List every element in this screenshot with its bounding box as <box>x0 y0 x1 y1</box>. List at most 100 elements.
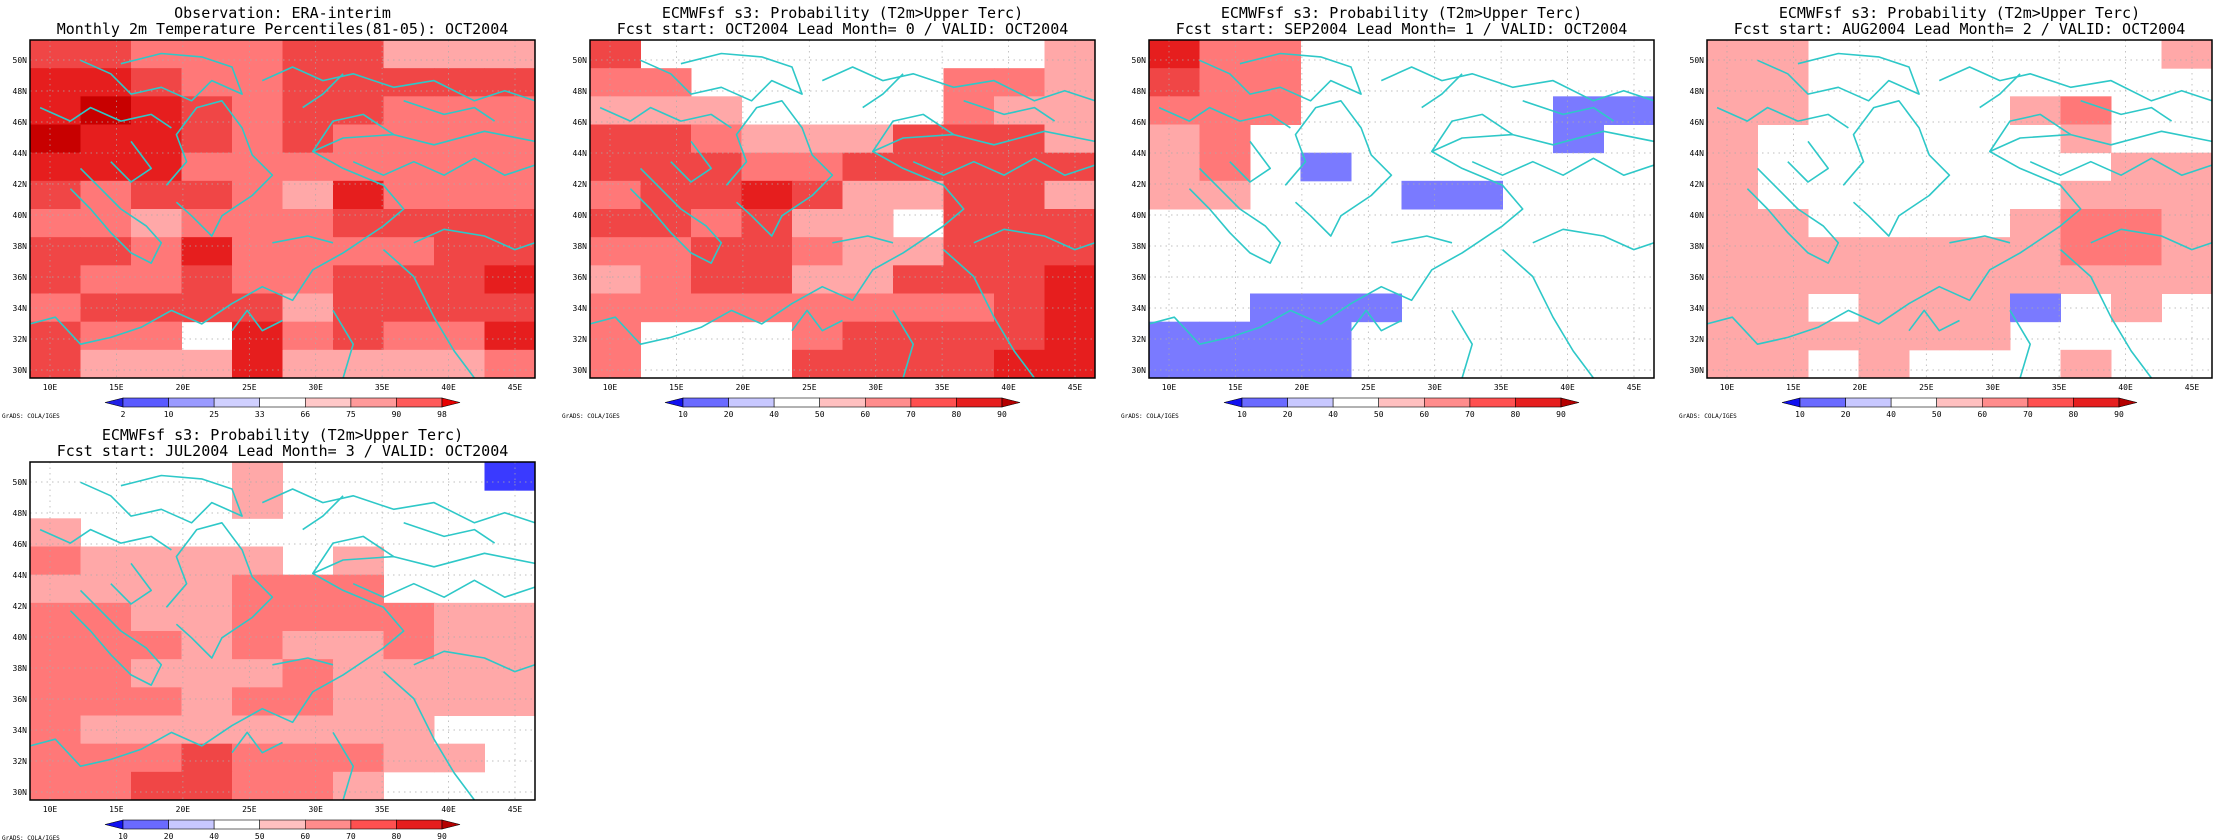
grid-cell <box>1044 349 1096 379</box>
latitude-label: 38N <box>13 242 28 251</box>
grid-cell <box>2060 265 2112 294</box>
coastline <box>413 650 536 673</box>
grid-cell <box>232 574 283 604</box>
grid-cell <box>383 687 435 716</box>
colorbar-tick-label: 70 <box>1465 410 1475 419</box>
latitude-label: 44N <box>13 149 28 158</box>
colorbar-tick-label: 80 <box>952 410 962 419</box>
grid-cell <box>1401 180 1453 210</box>
colorbar-tick-label: 50 <box>815 410 825 419</box>
latitude-label: 30N <box>13 788 28 797</box>
latitude-label: 42N <box>1132 180 1147 189</box>
coastline <box>403 100 496 122</box>
grid-cell <box>282 209 334 238</box>
coastline <box>1908 309 1960 332</box>
colorbar-segment <box>396 397 443 408</box>
grid-cell <box>383 743 435 773</box>
grid-cell <box>181 349 233 379</box>
grid-cell <box>842 321 894 351</box>
shaded-cells <box>1707 40 2213 379</box>
grid-cell <box>893 265 944 294</box>
longitude-label: 35E <box>1494 383 1509 392</box>
grid-cell <box>282 152 334 182</box>
colorbar-segment <box>910 397 957 408</box>
grid-cell <box>994 237 1045 266</box>
grid-cell <box>943 96 995 125</box>
grid-cell <box>640 293 692 323</box>
grid-cell <box>30 68 81 97</box>
longitude-label: 35E <box>935 383 950 392</box>
grid-cell <box>434 124 485 154</box>
grid-cell <box>792 349 843 379</box>
grid-cell <box>590 124 641 154</box>
grid-cell <box>30 96 81 125</box>
grid-cell <box>640 68 692 97</box>
grid-cell <box>131 180 182 210</box>
latitude-label: 42N <box>13 602 28 611</box>
coastlines <box>589 52 1096 379</box>
grid-cell <box>893 321 944 351</box>
grid-cell <box>893 349 944 379</box>
grid-cell <box>1757 237 1809 266</box>
grid-cell <box>30 518 81 547</box>
colorbar-segment <box>168 819 215 830</box>
coastline <box>39 528 172 551</box>
grid-cell <box>282 40 334 69</box>
grid-cell <box>80 237 132 266</box>
coastline <box>413 228 536 251</box>
grid-cell <box>1149 180 1200 210</box>
grid-cell <box>943 349 995 379</box>
grid-cell <box>2010 265 2061 294</box>
panel-title-line1: ECMWFsf s3: Probability (T2m>Upper Terc) <box>1779 4 2140 22</box>
grid-cell <box>1199 68 1251 97</box>
coastline <box>165 100 274 237</box>
grid-cell <box>640 237 692 266</box>
grid-cell <box>80 715 132 745</box>
grid-cell <box>484 237 536 266</box>
grads-credit: GrADS: COLA/IGES <box>562 413 620 420</box>
grid-cell <box>282 349 334 379</box>
colorbar-segment <box>864 397 912 408</box>
grid-cell <box>484 40 536 69</box>
grid-cell <box>640 180 692 210</box>
grid-cell <box>333 321 384 351</box>
colorbar-end-low <box>664 397 684 408</box>
coastline <box>1716 106 1849 129</box>
grid-cell <box>232 321 283 351</box>
grid-cell <box>181 152 233 182</box>
coastlines <box>29 474 536 801</box>
latitude-label: 44N <box>1690 149 1705 158</box>
grid-cell <box>282 715 334 745</box>
longitude-label: 10E <box>603 383 618 392</box>
grid-cell <box>333 715 384 745</box>
coastline <box>862 73 904 109</box>
grid-cell <box>131 631 182 660</box>
grid-cell <box>282 574 334 604</box>
colorbar-end-low <box>104 397 124 408</box>
coastline <box>2090 228 2213 251</box>
coastline <box>80 52 243 102</box>
grid-cell <box>80 349 132 379</box>
grid-cell <box>1199 124 1251 154</box>
latitude-label: 48N <box>13 509 28 518</box>
grid-cell <box>181 180 233 210</box>
longitude-label: 35E <box>375 805 390 814</box>
grid-cell <box>2161 40 2213 69</box>
latitude-label: 34N <box>573 304 588 313</box>
grid-cell <box>232 462 283 491</box>
grid-cell <box>80 687 132 716</box>
grid-cell <box>590 237 641 266</box>
coastline <box>872 113 955 152</box>
grid-cell <box>1044 265 1096 294</box>
grid-cell <box>842 180 894 210</box>
latitude-label: 30N <box>1132 366 1147 375</box>
coastline <box>352 157 536 176</box>
latitude-label: 32N <box>1690 335 1705 344</box>
grid-cell <box>1959 237 2011 266</box>
grid-cell <box>282 771 334 801</box>
grid-cell <box>1149 349 1200 379</box>
grid-cell <box>181 546 233 576</box>
grid-cell <box>691 96 742 125</box>
grid-cell <box>2010 209 2061 238</box>
grid-cell <box>1959 293 2011 323</box>
